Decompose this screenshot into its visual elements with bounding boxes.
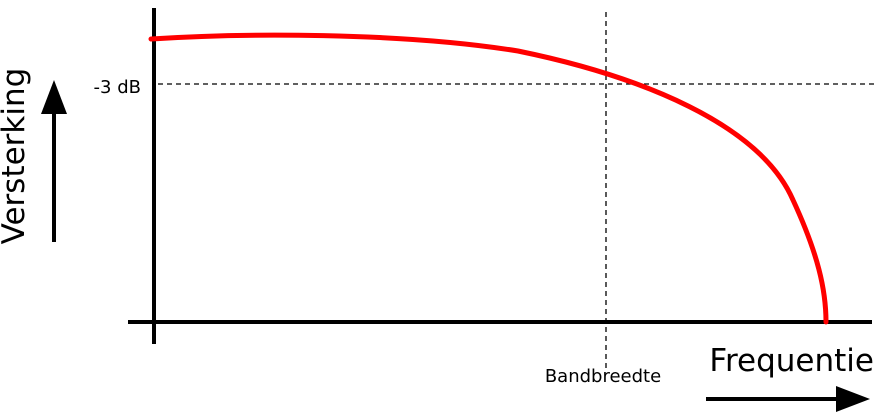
x-axis-label: Frequentie bbox=[709, 343, 874, 379]
minus-3db-label: -3 dB bbox=[94, 77, 141, 98]
y-axis-label: Versterking bbox=[0, 68, 32, 245]
bandwidth-label: Bandbreedte bbox=[545, 366, 661, 387]
right-arrow-icon bbox=[706, 386, 870, 412]
response-curve bbox=[148, 32, 829, 325]
up-arrow-icon bbox=[41, 80, 67, 242]
